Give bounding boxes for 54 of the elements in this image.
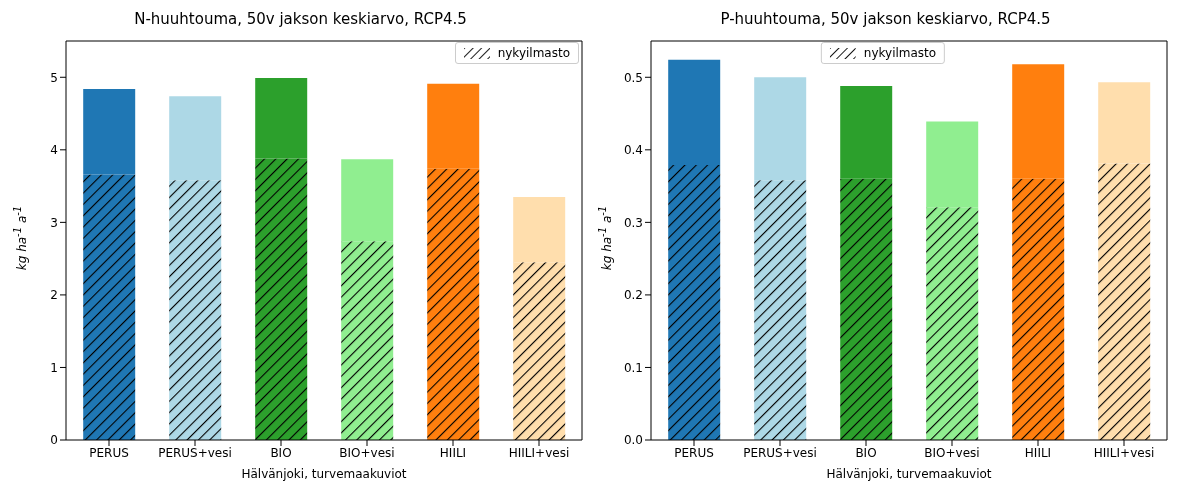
bar [840,85,893,179]
y-tick-label: 0.0 [623,433,643,448]
x-tick-label: PERUS [674,445,714,460]
bar [341,159,394,242]
y-tick-label: 5 [50,70,58,85]
bar [169,180,222,440]
bar [427,168,480,440]
x-tick-label: PERUS+vesi [743,445,817,460]
text: nykyilmasto [496,46,570,60]
bar [926,121,979,208]
bar [83,88,136,175]
x-tick-label: BIO+vesi [339,445,395,460]
x-tick-label: PERUS+vesi [158,445,232,460]
bar [754,180,807,440]
bar [926,207,979,440]
y-tick-label: 2 [50,288,58,303]
text: nykyilmasto [862,46,937,60]
y-tick-label: 0.5 [623,70,643,85]
bar [83,174,136,440]
x-tick-label: HIILI+vesi [1093,445,1155,460]
y-tick-label: 3 [50,215,58,230]
bar [513,262,566,440]
bar [1098,163,1151,440]
chart-title: P-huuhtouma, 50v jakson keskiarvo, RCP4.5 [719,9,1052,30]
x-tick-label: HIILI+vesi [508,445,570,460]
y-tick-label: 4 [50,143,58,158]
y-tick-label: 0.4 [623,143,643,158]
bar [668,165,721,440]
bar [169,96,222,181]
bar [668,59,721,166]
bar [341,241,394,440]
y-tick-label: 0.3 [623,215,643,230]
bar [255,78,308,159]
bar [1012,64,1065,179]
bar [840,178,893,440]
y-tick-label: 0.1 [623,360,643,375]
x-tick-label: BIO [855,445,877,460]
x-tick-label: PERUS [89,445,129,460]
x-tick-label: BIO+vesi [924,445,980,460]
bar [754,77,807,181]
bar [513,196,566,263]
x-tick-label: BIO [270,445,292,460]
chart-title: N-huuhtouma, 50v jakson keskiarvo, RCP4.5 [133,9,468,30]
bar [255,158,308,440]
bar [427,83,480,169]
y-tick-label: 1 [50,360,58,375]
y-tick-label: 0 [50,433,58,448]
bar [1012,178,1065,440]
bar [1098,82,1151,164]
x-axis-title: Hälvänjoki, turvemaakuviot [241,467,407,481]
x-tick-label: HIILI [1024,445,1052,460]
x-tick-label: HIILI [439,445,467,460]
x-axis-title: Hälvänjoki, turvemaakuviot [826,467,992,481]
y-tick-label: 0.2 [623,288,643,303]
